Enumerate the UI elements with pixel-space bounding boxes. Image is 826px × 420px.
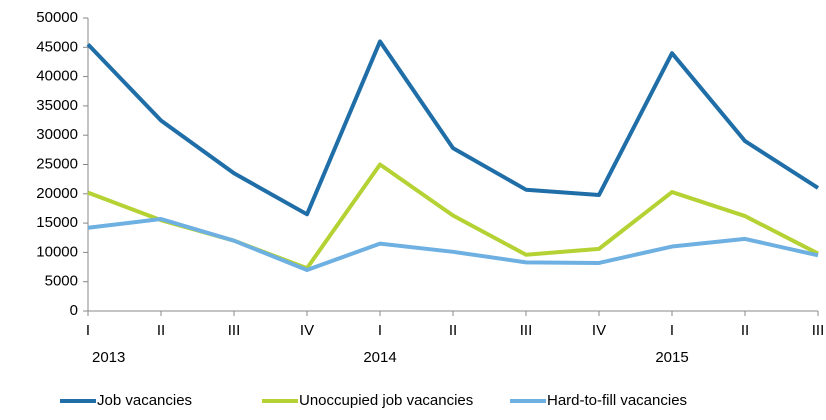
legend-label: Unoccupied job vacancies xyxy=(299,392,473,409)
x-tick-label: II xyxy=(741,322,749,339)
legend-label: Job vacancies xyxy=(97,392,192,409)
x-tick-label: I xyxy=(378,322,382,339)
y-tick-label: 35000 xyxy=(36,97,78,114)
x-tick-label: III xyxy=(228,322,241,339)
y-tick-label: 20000 xyxy=(36,185,78,202)
y-tick-label: 0 xyxy=(70,302,78,319)
x-tick-label: II xyxy=(449,322,457,339)
x-tick-label: I xyxy=(670,322,674,339)
y-tick-label: 45000 xyxy=(36,38,78,55)
series-line xyxy=(87,216,819,272)
year-label: 2013 xyxy=(92,349,125,366)
x-tick-label: I xyxy=(86,322,90,339)
x-tick-label: III xyxy=(812,322,825,339)
y-tick-label: 10000 xyxy=(36,243,78,260)
year-label: 2015 xyxy=(655,349,688,366)
year-label: 2014 xyxy=(363,349,396,366)
series-line xyxy=(86,39,820,217)
y-tick-label: 40000 xyxy=(36,68,78,85)
x-tick-label: III xyxy=(520,322,533,339)
y-tick-label: 25000 xyxy=(36,155,78,172)
legend-label: Hard-to-fill vacancies xyxy=(547,392,687,409)
y-tick-label: 50000 xyxy=(36,9,78,26)
x-tick-label: II xyxy=(157,322,165,339)
x-tick-label: IV xyxy=(592,322,606,339)
x-tick-label: IV xyxy=(300,322,314,339)
y-tick-label: 30000 xyxy=(36,126,78,143)
y-tick-label: 15000 xyxy=(36,214,78,231)
y-tick-label: 5000 xyxy=(45,273,78,290)
